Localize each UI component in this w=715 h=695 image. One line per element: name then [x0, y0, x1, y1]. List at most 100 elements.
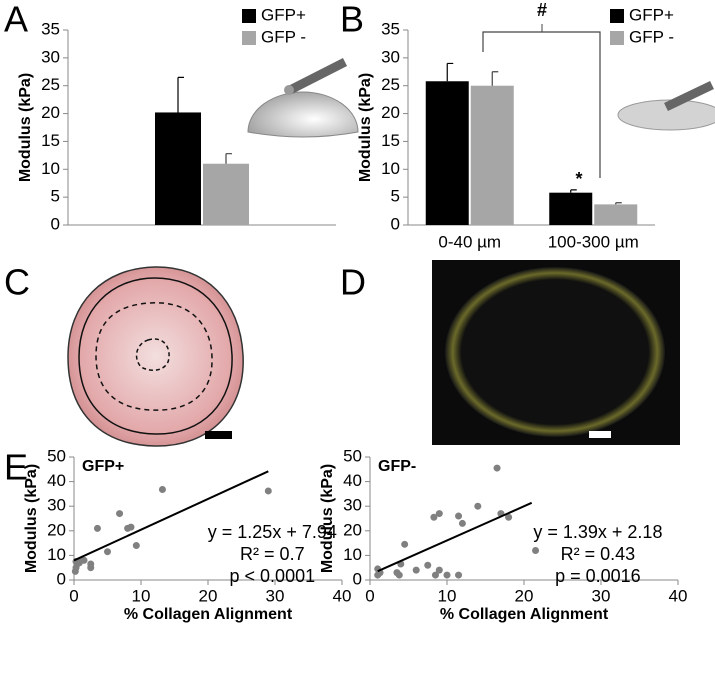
legend-label: GFP+: [261, 5, 306, 24]
y-tick-label: 20: [343, 520, 362, 539]
y-tick-label: 50: [47, 446, 66, 465]
annotation: *: [575, 169, 582, 189]
error-bar: [446, 62, 454, 82]
y-tick-label: 10: [343, 545, 362, 564]
error-bar: [615, 202, 622, 205]
bar: [594, 204, 638, 225]
y-tick-label: 25: [41, 75, 60, 94]
y-tick-label: 20: [41, 103, 60, 122]
point: [87, 560, 95, 568]
y-tick-label: 30: [41, 47, 60, 66]
y-tick-label: 30: [381, 47, 400, 66]
point: [264, 487, 272, 495]
bar: [470, 85, 514, 225]
x-tick-label: 0: [365, 586, 374, 605]
y-tick-label: 50: [343, 446, 362, 465]
point: [455, 512, 463, 520]
legend-label: GFP -: [261, 27, 306, 46]
legend-swatch: [610, 31, 624, 45]
legend-swatch: [242, 9, 256, 23]
y-tick-label: 40: [343, 471, 362, 490]
y-tick-label: 5: [391, 187, 400, 206]
legend-label: GFP -: [629, 27, 674, 46]
point: [93, 524, 101, 532]
x-tick-label: 0: [69, 586, 78, 605]
point: [80, 556, 88, 564]
bar: [425, 81, 469, 225]
y-axis-label: Modulus (kPa): [23, 464, 40, 573]
point: [532, 546, 540, 554]
x-axis-label: % Collagen Alignment: [440, 606, 609, 623]
polarized-image: [432, 260, 680, 445]
y-axis-label: Modulus (kPa): [319, 464, 336, 573]
annotation: #: [537, 0, 547, 20]
annotation: y = 1.39x + 2.18: [533, 522, 662, 542]
x-tick-label: 10: [132, 586, 151, 605]
annotation: R² = 0.7: [240, 544, 305, 564]
y-tick-label: 10: [41, 159, 60, 178]
chart-title: GFP-: [378, 458, 416, 475]
point: [395, 571, 403, 579]
x-tick-label: 30: [266, 586, 285, 605]
y-axis-label: Modulus (kPa): [17, 73, 34, 182]
y-axis-label: Modulus (kPa): [357, 73, 374, 182]
point: [104, 548, 111, 556]
point: [455, 571, 463, 579]
y-tick-label: 30: [47, 496, 66, 515]
dome-icon: [247, 57, 359, 138]
disc-icon: [617, 80, 715, 131]
fit-line: [73, 470, 269, 562]
error-bar: [491, 71, 499, 86]
y-tick-label: 30: [343, 496, 362, 515]
point: [401, 540, 409, 548]
panel-label: E: [4, 447, 28, 488]
y-tick-label: 35: [41, 19, 60, 38]
x-tick-label: 40: [669, 586, 688, 605]
point: [127, 523, 135, 531]
panel-label: A: [4, 0, 28, 40]
x-tick-label: 30: [592, 586, 611, 605]
y-tick-label: 0: [51, 214, 60, 233]
point: [424, 561, 432, 569]
error-bar: [570, 189, 577, 193]
panel-label: C: [4, 262, 30, 303]
y-tick-label: 10: [381, 159, 400, 178]
y-tick-label: 0: [391, 214, 400, 233]
point: [435, 566, 443, 574]
point: [132, 542, 140, 550]
point: [431, 571, 439, 579]
annotation: p < 0.0001: [230, 566, 316, 586]
y-tick-label: 15: [41, 131, 60, 150]
panel-label: B: [340, 0, 364, 40]
x-tick-label: 0-40 µm: [438, 232, 501, 251]
error-bar: [225, 153, 232, 164]
y-tick-label: 40: [47, 471, 66, 490]
point: [435, 510, 443, 518]
bar: [155, 112, 201, 225]
fit-line: [377, 501, 533, 573]
x-tick-label: 10: [438, 586, 457, 605]
point: [493, 464, 501, 472]
point: [430, 513, 438, 521]
point: [158, 485, 166, 493]
x-tick-label: 20: [515, 586, 534, 605]
point: [412, 566, 420, 574]
y-tick-label: 5: [51, 187, 60, 206]
x-tick-label: 40: [333, 586, 352, 605]
point: [458, 519, 466, 527]
annotation: y = 1.25x + 7.94: [208, 522, 337, 542]
y-tick-label: 15: [381, 131, 400, 150]
point: [474, 502, 482, 510]
y-tick-label: 20: [381, 103, 400, 122]
annotation: R² = 0.43: [561, 544, 636, 564]
y-tick-label: 0: [353, 569, 362, 588]
point: [443, 571, 451, 579]
y-tick-label: 20: [47, 520, 66, 539]
chart-title: GFP+: [82, 458, 124, 475]
bar: [203, 163, 249, 225]
y-tick-label: 25: [381, 75, 400, 94]
y-tick-label: 10: [47, 545, 66, 564]
panel-label: D: [340, 262, 366, 303]
x-axis-label: % Collagen Alignment: [124, 606, 293, 623]
